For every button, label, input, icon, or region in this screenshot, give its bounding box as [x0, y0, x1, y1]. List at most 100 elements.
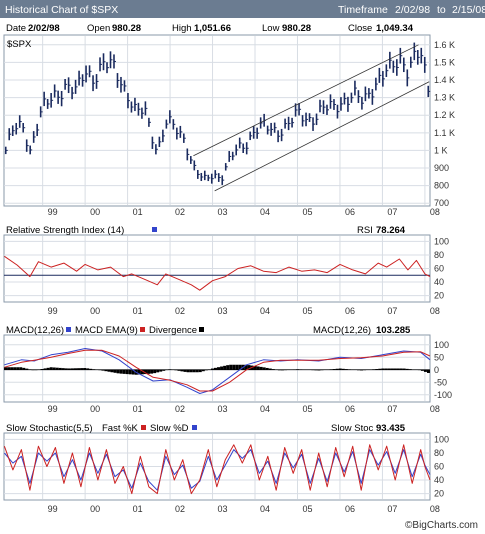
rsi-title: Relative Strength Index (14)	[6, 225, 124, 236]
macd-x-axis: 99 00 01 02 03 04 05 06 07 08	[48, 404, 440, 414]
high-value: 1,051.66	[194, 23, 231, 34]
rsi-y-axis: 20 40 60 80 100	[434, 236, 449, 300]
macd-x-tick-label: 07	[387, 404, 397, 414]
rsi-x-axis: 99 00 01 02 03 04 05 06 07 08	[48, 306, 440, 316]
macd-y-tick-label: 0	[434, 365, 439, 375]
timeframe-end: 2/15/08	[452, 4, 485, 16]
rsi-x-tick-label: 04	[260, 306, 270, 316]
stoch-x-tick-label: 07	[387, 504, 397, 514]
macd-y-tick-label: -50	[434, 377, 447, 387]
timeframe-to: to	[437, 4, 446, 16]
rsi-y-tick-label: 40	[434, 277, 444, 287]
rsi-legend-swatch	[152, 227, 157, 232]
price-y-tick-label: 1 K	[434, 145, 448, 155]
price-y-tick-label: 1.2 K	[434, 110, 455, 120]
price-y-tick-label: 1.4 K	[434, 75, 455, 85]
timeframe-label: Timeframe	[338, 4, 388, 16]
stoch-panel: 20 40 60 80 100 Slow Stochastic(5,5) Fast %K…	[3, 423, 449, 501]
stoch-y-tick-label: 60	[434, 462, 444, 472]
macd-x-tick-label: 05	[302, 404, 312, 414]
rsi-x-tick-label: 02	[175, 306, 185, 316]
macd-value: 103.285	[376, 325, 411, 336]
price-frame	[3, 34, 431, 207]
price-x-tick-label: 99	[48, 207, 58, 217]
stoch-y-tick-label: 40	[434, 475, 444, 485]
macd-y-tick-label: 100	[434, 340, 449, 350]
stoch-legend-k: Fast %K	[102, 423, 139, 434]
timeframe-start: 2/02/98	[395, 4, 430, 16]
rsi-value-label: RSI	[357, 225, 373, 236]
rsi-x-tick-label: 08	[430, 306, 440, 316]
rsi-y-tick-label: 100	[434, 236, 449, 246]
macd-x-tick-label: 00	[90, 404, 100, 414]
stoch-x-tick-label: 00	[90, 504, 100, 514]
macd-x-tick-label: 04	[260, 404, 270, 414]
rsi-y-tick-label: 60	[434, 264, 444, 274]
price-x-tick-label: 03	[218, 207, 228, 217]
stoch-y-tick-label: 100	[434, 434, 449, 444]
open-label: Open	[87, 23, 110, 34]
stoch-x-tick-label: 99	[48, 504, 58, 514]
price-y-tick-label: 700	[434, 198, 449, 208]
macd-legend-ema: MACD EMA(9)	[75, 325, 138, 336]
price-y-tick-label: 1.1 K	[434, 128, 455, 138]
price-bars	[4, 42, 431, 185]
price-x-tick-label: 06	[345, 207, 355, 217]
macd-value-label: MACD(12,26)	[313, 325, 371, 336]
stoch-legend-swatch-d	[192, 425, 197, 430]
macd-x-tick-label: 01	[133, 404, 143, 414]
rsi-lines	[4, 255, 431, 291]
price-y-tick-label: 900	[434, 163, 449, 173]
macd-ema-series-line	[4, 349, 431, 392]
stoch-fast-k-line	[3, 444, 431, 495]
channel-lower-line	[214, 81, 430, 192]
rsi-y-tick-label: 80	[434, 250, 444, 260]
stoch-value: 93.435	[376, 423, 406, 434]
rsi-x-tick-label: 07	[387, 306, 397, 316]
trend-channel	[193, 44, 430, 192]
price-grid	[4, 36, 430, 205]
open-value: 980.28	[112, 23, 141, 34]
price-x-tick-label: 07	[387, 207, 397, 217]
price-x-tick-label: 01	[133, 207, 143, 217]
stoch-legend-swatch-k	[141, 425, 146, 430]
stoch-legend-d: Slow %D	[150, 423, 189, 434]
macd-legend-divergence: Divergence	[149, 325, 197, 336]
rsi-panel: 20 40 60 80 100 Relative Strength Index (14)…	[3, 225, 449, 303]
footer-credit: ©BigCharts.com	[405, 520, 478, 531]
stoch-y-tick-label: 80	[434, 448, 444, 458]
macd-legend-swatch-ema	[140, 327, 145, 332]
stoch-y-tick-label: 20	[434, 489, 444, 499]
macd-x-tick-label: 08	[430, 404, 440, 414]
rsi-grid	[4, 236, 430, 301]
stoch-x-tick-label: 08	[430, 504, 440, 514]
close-value: 1,049.34	[376, 23, 414, 34]
rsi-x-tick-label: 01	[133, 306, 143, 316]
price-x-tick-label: 05	[302, 207, 312, 217]
stoch-x-tick-label: 05	[302, 504, 312, 514]
rsi-x-tick-label: 06	[345, 306, 355, 316]
price-x-axis: 99 00 01 02 03 04 05 06 07 08	[48, 207, 440, 217]
stoch-lines	[3, 444, 431, 495]
date-value: 2/02/98	[28, 23, 60, 34]
rsi-x-tick-label: 03	[218, 306, 228, 316]
price-y-tick-label: 800	[434, 181, 449, 191]
macd-panel: -100 -50 0 50 100 MACD(12,26) MACD EMA(9) Di…	[3, 325, 452, 403]
macd-y-tick-label: 50	[434, 352, 444, 362]
stoch-x-tick-label: 01	[133, 504, 143, 514]
price-panel: 700 800 900 1 K 1.1 K 1.2 K 1.3 K 1.4 K 1.5 K 1.6…	[3, 34, 455, 208]
stoch-title: Slow Stochastic(5,5)	[6, 423, 93, 434]
rsi-value: 78.264	[376, 225, 406, 236]
date-label: Date	[6, 23, 26, 34]
price-y-tick-label: 1.5 K	[434, 57, 455, 67]
price-y-tick-label: 1.6 K	[434, 40, 455, 50]
macd-legend-swatch-divergence	[199, 327, 204, 332]
rsi-y-tick-label: 20	[434, 291, 444, 301]
price-x-tick-label: 08	[430, 207, 440, 217]
price-x-tick-label: 00	[90, 207, 100, 217]
price-x-tick-label: 02	[175, 207, 185, 217]
macd-y-axis: -100 -50 0 50 100	[434, 340, 452, 400]
close-label: Close	[348, 23, 372, 34]
symbol-label: $SPX	[7, 39, 32, 50]
stoch-x-tick-label: 03	[218, 504, 228, 514]
